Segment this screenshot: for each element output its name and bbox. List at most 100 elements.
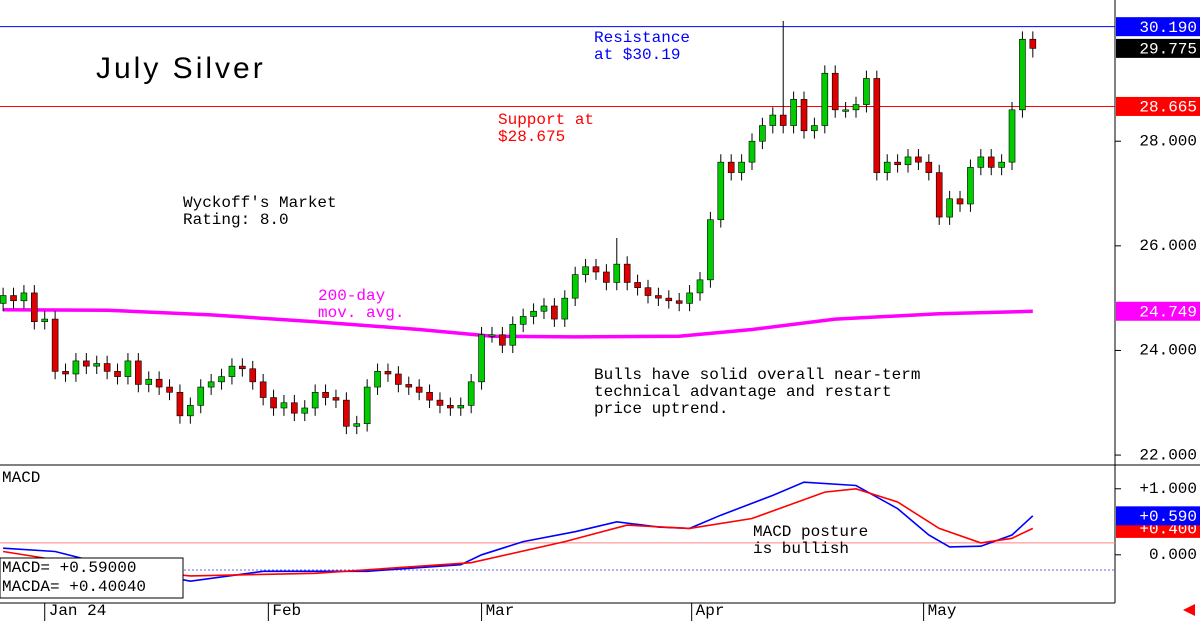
- candle-body: [935, 172, 943, 218]
- y-tick-label: +1.000: [1139, 480, 1197, 498]
- candle-body: [623, 263, 631, 283]
- candle-body: [395, 373, 402, 385]
- annotation: Bulls have solid overall near-term: [594, 366, 920, 384]
- candle-body: [363, 386, 371, 424]
- value-box: [1116, 17, 1200, 37]
- candle-body: [946, 198, 953, 218]
- candle-body: [259, 381, 267, 398]
- panel-title: MACD: [2, 469, 40, 487]
- candle-body: [218, 376, 225, 383]
- candle-body: [540, 305, 548, 312]
- x-tick-label: Mar: [486, 602, 515, 620]
- value-box-label: 28.665: [1139, 99, 1197, 117]
- candle-body: [332, 397, 340, 401]
- candle-body: [530, 310, 537, 317]
- x-tick-label: Jan 24: [49, 602, 107, 620]
- candle-body: [72, 360, 80, 375]
- candle-body: [707, 219, 714, 281]
- candle-body: [915, 156, 922, 163]
- value-box-label: 24.749: [1139, 303, 1197, 321]
- candle-body: [634, 282, 641, 288]
- candle-body: [155, 378, 163, 388]
- y-tick-label: 0.000: [1149, 546, 1197, 564]
- x-tick-label: Apr: [696, 602, 725, 620]
- candle-body: [696, 279, 704, 294]
- candle-body: [603, 271, 610, 283]
- annotation: mov. avg.: [318, 304, 404, 322]
- candle-body: [114, 371, 121, 377]
- candle-body: [488, 334, 496, 337]
- candle-body: [311, 391, 319, 409]
- candle-body: [831, 72, 839, 111]
- value-box-label: 29.775: [1139, 41, 1197, 59]
- candle-body: [987, 156, 995, 168]
- candle-body: [863, 78, 870, 105]
- candle-body: [509, 323, 517, 346]
- candle-body: [93, 363, 101, 367]
- value-box-label: 30.190: [1139, 19, 1197, 37]
- annotation: Wyckoff's Market: [183, 194, 337, 212]
- value-box: [1116, 96, 1200, 116]
- candle-body: [51, 318, 59, 372]
- candle-body: [280, 402, 288, 409]
- candle-body: [467, 381, 475, 406]
- candle-body: [842, 109, 849, 112]
- candle-body: [270, 397, 277, 409]
- candle-body: [10, 295, 17, 302]
- chart-title: July Silver: [96, 52, 266, 85]
- candle-body: [384, 371, 392, 375]
- candle-body: [207, 381, 215, 388]
- candle-body: [228, 365, 236, 377]
- y-tick-label: 28.000: [1139, 132, 1197, 150]
- candle-body: [571, 274, 579, 299]
- candle-body: [291, 402, 298, 414]
- candle-body: [613, 263, 621, 283]
- candle-body: [727, 161, 735, 173]
- macd-line: [2, 487, 1034, 577]
- readout: MACD= +0.59000: [2, 559, 136, 577]
- y-tick-label: 26.000: [1139, 237, 1197, 255]
- candle-body: [436, 399, 444, 406]
- candle-body: [343, 399, 350, 427]
- candle-body: [894, 161, 901, 166]
- candle-body: [62, 371, 69, 375]
- candle-body: [644, 287, 652, 296]
- candle-body: [239, 365, 246, 370]
- annotation: at $30.19: [594, 46, 680, 64]
- candle-body: [135, 360, 142, 385]
- candle-body: [655, 295, 662, 299]
- candle-body: [1029, 38, 1037, 49]
- candle-body: [738, 161, 745, 173]
- candle-body: [447, 405, 454, 409]
- candle-body: [956, 198, 964, 205]
- candle-body: [353, 423, 361, 427]
- annotation: is bullish: [753, 540, 849, 558]
- candle-body: [1008, 109, 1016, 163]
- annotation: 200-day: [318, 287, 386, 305]
- candle-body: [561, 297, 569, 320]
- annotation: MACD posture: [753, 523, 868, 541]
- candle-body: [83, 360, 90, 367]
- candle-body: [665, 297, 673, 302]
- candle-body: [551, 305, 558, 320]
- candle-body: [415, 386, 423, 393]
- candle-body: [883, 161, 891, 173]
- candle-body: [686, 292, 693, 304]
- candle-body: [967, 167, 974, 205]
- candle-body: [925, 161, 933, 173]
- candle-body: [592, 266, 600, 273]
- candle-body: [1019, 38, 1026, 111]
- candle-body: [499, 334, 506, 346]
- candle-body: [748, 140, 756, 163]
- candle-body: [176, 391, 184, 417]
- candle-body: [977, 156, 985, 168]
- scroll-arrow[interactable]: [1183, 604, 1195, 616]
- candle-body: [166, 386, 173, 393]
- candle-body: [852, 104, 860, 111]
- candle-body: [769, 114, 777, 126]
- annotation: technical advantage and restart: [594, 383, 892, 401]
- candle-body: [124, 360, 132, 377]
- moving-average: [3, 307, 1033, 339]
- candle-body: [249, 368, 257, 383]
